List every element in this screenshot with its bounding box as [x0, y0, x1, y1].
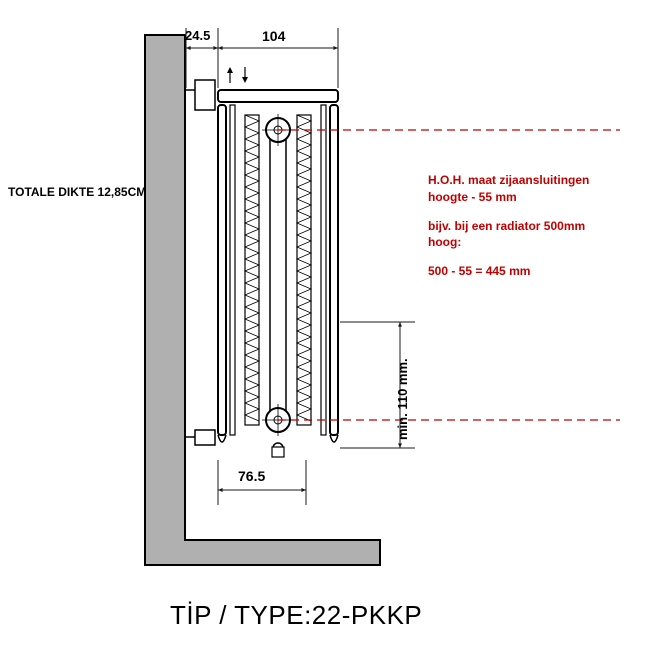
hoh-line4: hoog: — [428, 234, 628, 251]
thickness-note: TOTALE DIKTE 12,85CM — [8, 185, 146, 199]
dim-bottom-width: 76.5 — [238, 468, 265, 484]
hoh-line5: 500 - 55 = 445 mm — [428, 263, 628, 280]
hoh-line3: bijv. bij een radiator 500mm — [428, 218, 628, 235]
hoh-line2: hoogte - 55 mm — [428, 189, 628, 206]
type-title: TİP / TYPE:22-PKKP — [170, 600, 422, 631]
dim-height: min. 110 mm. — [395, 358, 410, 440]
dim-width: 104 — [262, 28, 285, 44]
dim-gap: 24.5 — [185, 28, 210, 43]
hoh-note: H.O.H. maat zijaansluitingen hoogte - 55… — [428, 172, 628, 280]
hoh-line1: H.O.H. maat zijaansluitingen — [428, 172, 628, 189]
